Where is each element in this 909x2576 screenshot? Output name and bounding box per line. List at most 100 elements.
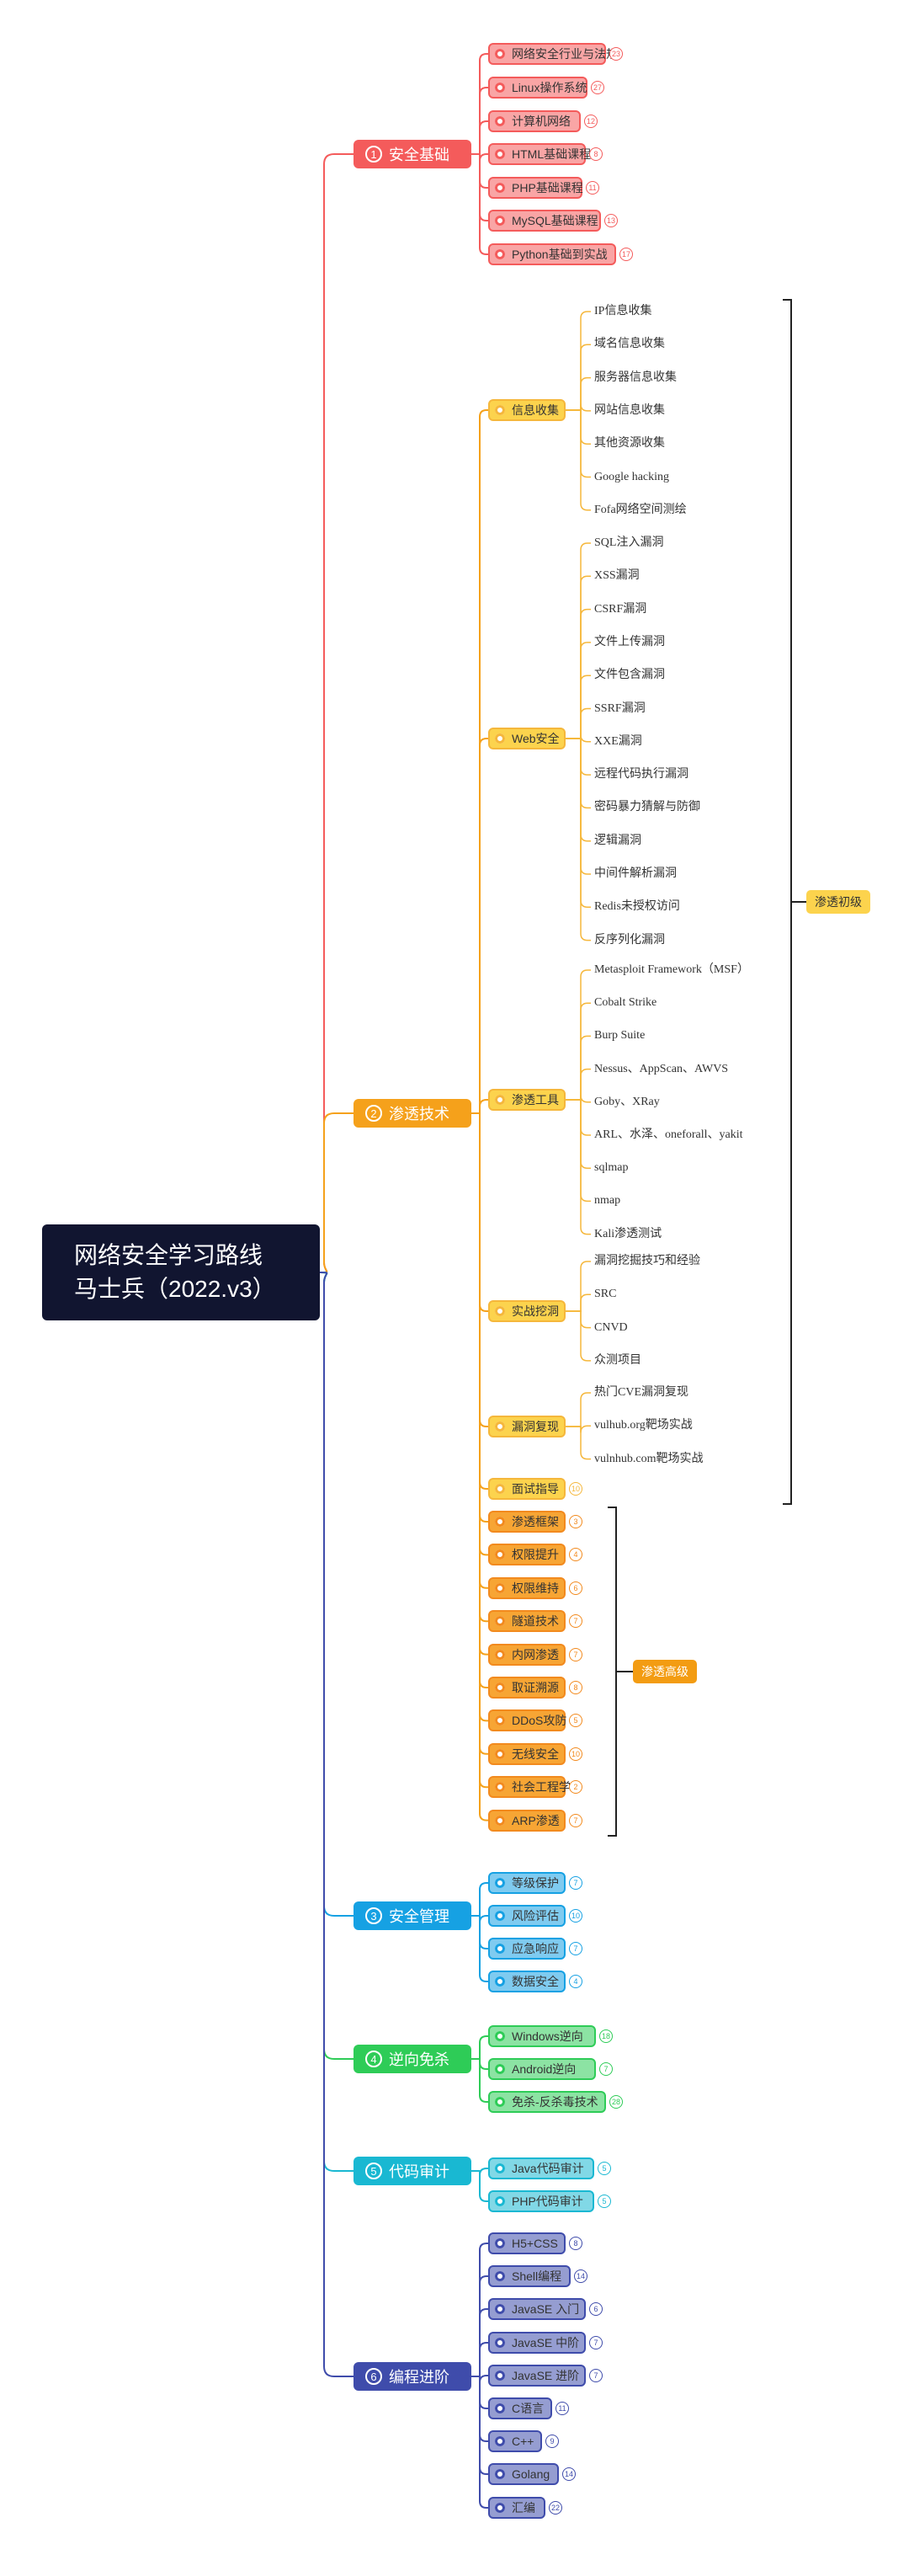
advanced-node-6[interactable]: 取证溯源 [488, 1677, 566, 1699]
bullet-icon [495, 249, 505, 259]
leaf-item[interactable]: 远程代码执行漏洞 [594, 768, 688, 781]
subtopic-6-9[interactable]: 汇编 [488, 2497, 545, 2519]
tag-penetration-advanced[interactable]: 渗透高级 [633, 1660, 697, 1683]
advanced-node-5[interactable]: 内网渗透 [488, 1643, 566, 1666]
count-badge: 28 [609, 2095, 623, 2109]
connector-line [319, 1272, 354, 2377]
group-node-5[interactable]: 漏洞复现 [488, 1416, 566, 1437]
leaf-item[interactable]: Redis未授权访问 [594, 900, 680, 914]
connector-line [471, 2170, 488, 2202]
category-node-3[interactable]: 3 安全管理 [354, 1901, 471, 1930]
leaf-item[interactable]: 中间件解析漏洞 [594, 867, 677, 880]
group-node-4[interactable]: 实战挖洞 [488, 1300, 566, 1322]
subtopic-1-2[interactable]: Linux操作系统 [488, 77, 587, 99]
subtopic-5-2[interactable]: PHP代码审计 [488, 2190, 594, 2212]
subtopic-4-2[interactable]: Android逆向 [488, 2058, 596, 2080]
subtopic-1-3[interactable]: 计算机网络 [488, 110, 581, 132]
interview-node[interactable]: 面试指导 [488, 1478, 566, 1500]
leaf-item[interactable]: vulhub.org靶场实战 [594, 1419, 693, 1432]
leaf-item[interactable]: 热门CVE漏洞复现 [594, 1386, 688, 1399]
leaf-item[interactable]: nmap [594, 1194, 621, 1208]
connector-line [566, 738, 591, 776]
connector-line [566, 642, 591, 739]
subtopic-4-1[interactable]: Windows逆向 [488, 2025, 596, 2047]
leaf-item[interactable]: Metasploit Framework（MSF） [594, 963, 749, 976]
subtopic-1-6[interactable]: MySQL基础课程 [488, 210, 601, 232]
subtopic-3-1[interactable]: 等级保护 [488, 1872, 566, 1894]
leaf-item[interactable]: CSRF漏洞 [594, 602, 647, 616]
subtopic-label: HTML基础课程 [512, 147, 592, 161]
subtopic-1-7[interactable]: Python基础到实战 [488, 243, 616, 265]
leaf-item[interactable]: Burp Suite [594, 1029, 646, 1043]
category-node-4[interactable]: 4 逆向免杀 [354, 2045, 471, 2073]
subtopic-6-4[interactable]: JavaSE 中阶 [488, 2332, 586, 2354]
leaf-item[interactable]: SRC [594, 1288, 617, 1301]
advanced-node-7[interactable]: DDoS攻防 [488, 1709, 566, 1732]
subtopic-3-3[interactable]: 应急响应 [488, 1938, 566, 1960]
count-badge: 10 [569, 1482, 582, 1496]
subtopic-6-8[interactable]: Golang [488, 2463, 559, 2485]
leaf-item[interactable]: SSRF漏洞 [594, 701, 646, 715]
leaf-item[interactable]: sqlmap [594, 1161, 629, 1175]
leaf-item[interactable]: vulnhub.com靶场实战 [594, 1452, 704, 1465]
advanced-node-8[interactable]: 无线安全 [488, 1742, 566, 1765]
leaf-item[interactable]: XSS漏洞 [594, 569, 640, 583]
group-node-1[interactable]: 信息收集 [488, 399, 566, 421]
subtopic-label: Python基础到实战 [512, 248, 608, 261]
leaf-item[interactable]: CNVD [594, 1320, 628, 1334]
subtopic-6-6[interactable]: C语言 [488, 2397, 552, 2419]
subtopic-6-3[interactable]: JavaSE 入门 [488, 2298, 586, 2320]
subtopic-1-4[interactable]: HTML基础课程 [488, 143, 591, 165]
subtopic-5-1[interactable]: Java代码审计 [488, 2157, 594, 2179]
category-node-1[interactable]: 1 安全基础 [354, 140, 471, 168]
leaf-item[interactable]: 反序列化漏洞 [594, 933, 665, 947]
leaf-item[interactable]: 服务器信息收集 [594, 371, 677, 384]
advanced-node-10[interactable]: ARP渗透 [488, 1809, 566, 1832]
tag-penetration-basic[interactable]: 渗透初级 [806, 890, 870, 914]
advanced-node-1[interactable]: 渗透框架 [488, 1511, 566, 1533]
leaf-item[interactable]: Kali渗透测试 [594, 1227, 662, 1240]
leaf-item[interactable]: 密码暴力猜解与防御 [594, 801, 700, 814]
subtopic-3-2[interactable]: 风险评估 [488, 1905, 566, 1927]
bullet-icon [495, 2403, 505, 2413]
category-number-icon: 4 [365, 2051, 382, 2067]
leaf-item[interactable]: Cobalt Strike [594, 996, 657, 1010]
subtopic-1-5[interactable]: PHP基础课程 [488, 177, 583, 199]
subtopic-4-3[interactable]: 免杀-反杀毒技术 [488, 2091, 606, 2113]
bullet-icon [495, 1976, 505, 1987]
leaf-item[interactable]: 逻辑漏洞 [594, 834, 641, 847]
leaf-item[interactable]: 其他资源收集 [594, 437, 665, 451]
subtopic-6-1[interactable]: H5+CSS [488, 2232, 566, 2254]
leaf-item[interactable]: Fofa网络空间测绘 [594, 503, 687, 516]
subtopic-6-5[interactable]: JavaSE 进阶 [488, 2365, 586, 2387]
subtopic-6-2[interactable]: Shell编程 [488, 2265, 571, 2287]
leaf-item[interactable]: SQL注入漏洞 [594, 536, 664, 549]
group-node-3[interactable]: 渗透工具 [488, 1089, 566, 1111]
bullet-icon [495, 2469, 505, 2479]
subtopic-3-4[interactable]: 数据安全 [488, 1971, 566, 1992]
subtopic-1-1[interactable]: 网络安全行业与法规 [488, 43, 618, 65]
advanced-node-4[interactable]: 隧道技术 [488, 1610, 566, 1633]
leaf-item[interactable]: 众测项目 [594, 1353, 641, 1367]
category-node-5[interactable]: 5 代码审计 [354, 2157, 471, 2185]
count-badge: 2 [569, 1780, 582, 1795]
advanced-node-3[interactable]: 权限维持 [488, 1576, 566, 1599]
advanced-node-9[interactable]: 社会工程学 [488, 1776, 571, 1799]
leaf-item[interactable]: ARL、水泽、oneforall、yakit [594, 1128, 743, 1141]
leaf-item[interactable]: Goby、XRay [594, 1095, 660, 1108]
leaf-item[interactable]: Google hacking [594, 470, 670, 483]
leaf-item[interactable]: 文件上传漏洞 [594, 635, 665, 648]
category-node-2[interactable]: 2 渗透技术 [354, 1099, 471, 1128]
category-node-6[interactable]: 6 编程进阶 [354, 2362, 471, 2391]
leaf-item[interactable]: 网站信息收集 [594, 403, 665, 417]
leaf-item[interactable]: 文件包含漏洞 [594, 669, 665, 682]
leaf-item[interactable]: IP信息收集 [594, 305, 652, 317]
subtopic-6-7[interactable]: C++ [488, 2430, 542, 2452]
leaf-item[interactable]: 漏洞挖掘技巧和经验 [594, 1255, 700, 1267]
root-title-box[interactable]: 网络安全学习路线 马士兵（2022.v3） [42, 1224, 320, 1320]
group-node-2[interactable]: Web安全 [488, 728, 566, 749]
leaf-item[interactable]: Nessus、AppScan、AWVS [594, 1062, 729, 1075]
leaf-item[interactable]: 域名信息收集 [594, 338, 665, 351]
leaf-item[interactable]: XXE漏洞 [594, 734, 642, 748]
advanced-node-2[interactable]: 权限提升 [488, 1544, 566, 1566]
